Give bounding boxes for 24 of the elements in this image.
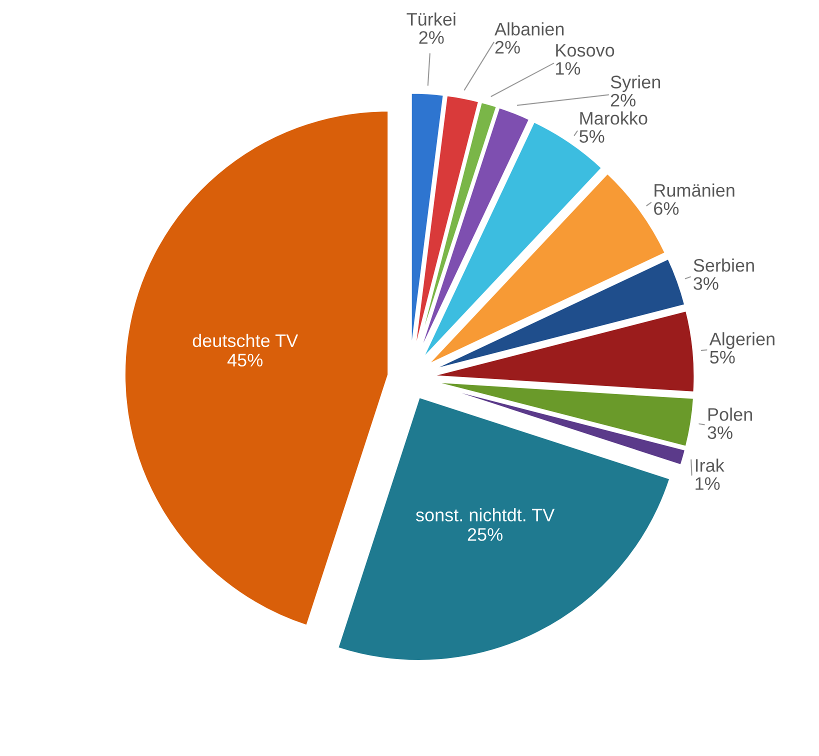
slice-label: Syrien xyxy=(610,75,660,92)
slice-label: Polen xyxy=(708,408,752,421)
data-label: 2% xyxy=(610,94,636,107)
data-label: 2% xyxy=(495,40,520,54)
slice-label: Kosovo xyxy=(556,44,614,57)
slice-label: Türkei xyxy=(406,12,456,26)
data-label: 1% xyxy=(696,477,720,490)
data-label: 2% xyxy=(419,31,444,44)
slice-label: Serbien xyxy=(694,258,754,272)
data-label: 45% xyxy=(227,354,263,367)
slice-label: Rumänien xyxy=(654,183,734,197)
slice-label: sonst. nichtdt. TV xyxy=(416,508,555,522)
data-label: 25% xyxy=(468,528,502,541)
slice-label: Algerien xyxy=(709,332,774,349)
slice-label: Irak xyxy=(696,458,724,472)
data-label: 5% xyxy=(580,130,604,143)
slice-label: deutschte TV xyxy=(192,334,298,348)
slice-label: Albanien xyxy=(494,22,564,36)
data-label: 3% xyxy=(694,277,718,290)
data-label: 1% xyxy=(556,62,580,75)
data-label: 6% xyxy=(654,202,679,215)
slice-label: Marokko xyxy=(580,111,648,125)
data-label: 3% xyxy=(708,426,732,440)
data-label: 5% xyxy=(710,350,735,364)
